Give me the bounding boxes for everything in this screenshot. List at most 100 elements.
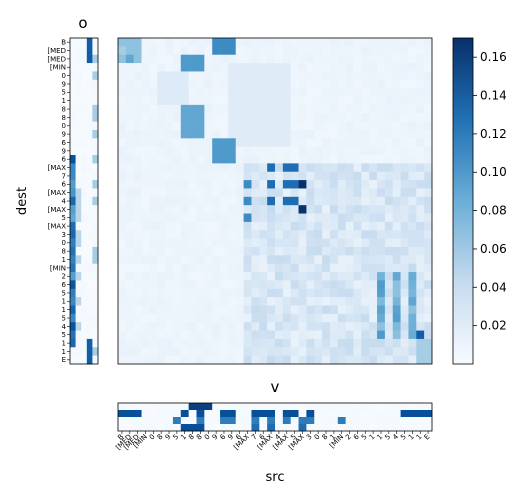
main-cell [188, 297, 197, 306]
main-cell [306, 88, 315, 97]
main-cell [416, 188, 425, 198]
main-cell [314, 88, 323, 97]
main-cell [314, 213, 323, 223]
main-cell [369, 322, 378, 331]
main-cell [369, 71, 378, 81]
main-cell [259, 313, 268, 323]
main-cell [377, 129, 386, 139]
main-cell [188, 196, 197, 206]
v-cell [337, 410, 346, 418]
row-tick-label: [MED [47, 47, 66, 55]
main-cell [251, 322, 260, 331]
main-cell [220, 205, 229, 214]
main-cell [298, 155, 307, 164]
main-cell [329, 355, 339, 365]
main-heatmap [118, 38, 433, 365]
main-cell [369, 129, 378, 139]
main-cell [220, 288, 229, 298]
main-cell [314, 104, 323, 114]
o-cell [75, 113, 82, 122]
main-cell [188, 246, 197, 256]
main-cell [400, 180, 409, 189]
main-cell [306, 305, 315, 315]
main-cell [384, 79, 394, 89]
main-cell [165, 113, 174, 122]
main-cell [361, 146, 370, 156]
main-cell [196, 171, 205, 181]
main-cell [282, 313, 291, 323]
main-cell [345, 322, 354, 331]
main-cell [180, 129, 189, 139]
main-cell [118, 88, 127, 97]
main-cell [384, 113, 394, 122]
main-cell [337, 38, 346, 47]
row-tick-label: 8 [62, 248, 66, 256]
main-cell [275, 330, 284, 340]
main-cell [306, 54, 315, 64]
main-cell [306, 129, 315, 139]
o-cell [75, 188, 82, 198]
main-cell [118, 205, 127, 214]
main-cell [369, 38, 378, 47]
main-cell [259, 280, 268, 290]
o-cell [75, 146, 82, 156]
main-cell [204, 129, 213, 139]
main-cell [408, 155, 417, 164]
main-cell [243, 79, 252, 89]
main-cell [424, 221, 433, 231]
o-cell [86, 280, 93, 290]
main-cell [188, 205, 197, 214]
main-cell [157, 280, 166, 290]
main-cell [400, 104, 409, 114]
o-cell [75, 46, 82, 56]
main-cell [361, 355, 370, 365]
main-cell [282, 305, 291, 315]
main-cell [251, 221, 260, 231]
main-cell [424, 121, 433, 131]
v-cell [306, 417, 315, 425]
main-cell [157, 104, 166, 114]
o-cell [86, 146, 93, 156]
main-cell [188, 180, 197, 189]
main-cell [353, 180, 362, 189]
main-cell [314, 138, 323, 147]
main-cell [149, 238, 158, 248]
main-cell [172, 272, 182, 281]
main-cell [267, 96, 276, 106]
main-cell [141, 280, 150, 290]
main-cell [369, 63, 378, 72]
main-cell [275, 63, 284, 72]
main-cell [424, 113, 433, 122]
main-cell [392, 263, 401, 273]
main-cell [298, 96, 307, 106]
main-cell [227, 297, 237, 306]
main-cell [416, 163, 425, 173]
main-cell [337, 313, 346, 323]
main-cell [282, 129, 291, 139]
main-cell [377, 171, 386, 181]
o-cell [70, 246, 76, 256]
main-cell [267, 230, 276, 239]
main-cell [361, 297, 370, 306]
main-cell [384, 54, 394, 64]
v-cell [314, 410, 323, 418]
main-cell [392, 280, 401, 290]
o-cell [86, 63, 93, 72]
o-cell [75, 330, 82, 340]
main-cell [188, 104, 197, 114]
main-cell [212, 63, 221, 72]
main-cell [353, 288, 362, 298]
main-cell [377, 221, 386, 231]
main-cell [227, 322, 237, 331]
main-cell [337, 338, 346, 348]
main-cell [353, 113, 362, 122]
main-cell [392, 171, 401, 181]
main-cell [290, 113, 299, 122]
main-cell [275, 46, 284, 56]
main-cell [361, 171, 370, 181]
main-cell [118, 288, 127, 298]
main-cell [180, 79, 189, 89]
main-cell [353, 188, 362, 198]
v-cell [196, 417, 205, 425]
main-cell [353, 322, 362, 331]
